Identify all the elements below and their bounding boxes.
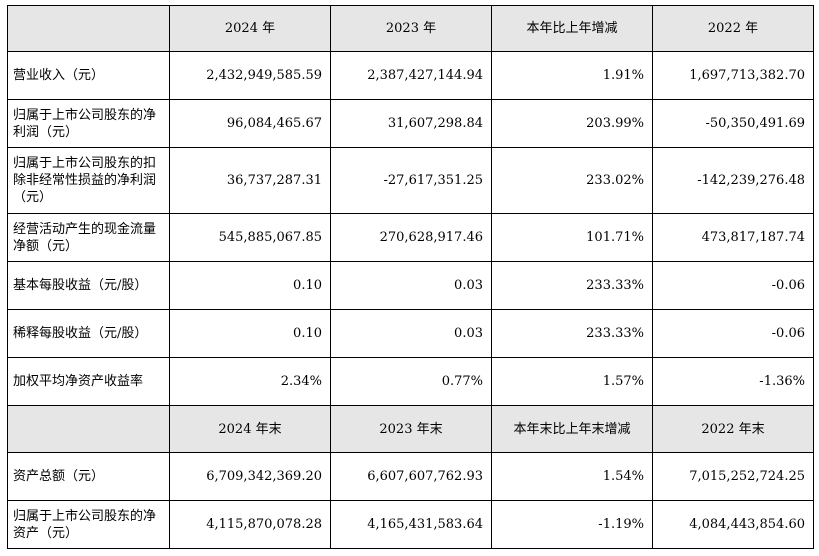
value-cell: 473,817,187.74	[652, 213, 814, 262]
value-cell: -1.36%	[652, 357, 814, 406]
header-row-years: 2024 年 2023 年 本年比上年增减 2022 年	[7, 5, 814, 52]
table-row: 归属于上市公司股东的扣除非经常性损益的净利润（元） 36,737,287.31 …	[7, 147, 814, 214]
value-cell: 545,885,067.85	[169, 213, 331, 262]
row-label: 归属于上市公司股东的扣除非经常性损益的净利润（元）	[7, 147, 170, 214]
value-cell: -1.19%	[491, 500, 653, 549]
value-cell: 0.10	[169, 309, 331, 358]
row-label: 资产总额（元）	[7, 452, 170, 501]
row-label: 基本每股收益（元/股）	[7, 261, 170, 310]
header-corner-cell	[7, 5, 170, 52]
value-cell: -50,350,491.69	[652, 99, 814, 148]
value-cell: 101.71%	[491, 213, 653, 262]
value-cell: 2,387,427,144.94	[330, 51, 492, 100]
value-cell: 1,697,713,382.70	[652, 51, 814, 100]
header-corner-cell	[7, 405, 170, 453]
header-cell: 本年比上年增减	[491, 5, 653, 52]
row-label: 营业收入（元）	[7, 51, 170, 100]
value-cell: 203.99%	[491, 99, 653, 148]
value-cell: 0.77%	[330, 357, 492, 406]
value-cell: 0.03	[330, 261, 492, 310]
value-cell: 36,737,287.31	[169, 147, 331, 214]
header-cell: 本年末比上年末增减	[491, 405, 653, 453]
row-label: 归属于上市公司股东的净资产（元）	[7, 500, 170, 549]
table-row: 稀释每股收益（元/股） 0.10 0.03 233.33% -0.06	[7, 309, 814, 358]
table-row: 归属于上市公司股东的净利润（元） 96,084,465.67 31,607,29…	[7, 99, 814, 148]
value-cell: 233.33%	[491, 261, 653, 310]
value-cell: 2,432,949,585.59	[169, 51, 331, 100]
table-row: 资产总额（元） 6,709,342,369.20 6,607,607,762.9…	[7, 452, 814, 501]
value-cell: -142,239,276.48	[652, 147, 814, 214]
table-row: 加权平均净资产收益率 2.34% 0.77% 1.57% -1.36%	[7, 357, 814, 406]
table-row: 归属于上市公司股东的净资产（元） 4,115,870,078.28 4,165,…	[7, 500, 814, 549]
value-cell: 7,015,252,724.25	[652, 452, 814, 501]
header-row-year-end: 2024 年末 2023 年末 本年末比上年末增减 2022 年末	[7, 405, 814, 453]
header-cell: 2022 年末	[652, 405, 814, 453]
value-cell: 96,084,465.67	[169, 99, 331, 148]
table-row: 基本每股收益（元/股） 0.10 0.03 233.33% -0.06	[7, 261, 814, 310]
value-cell: 4,115,870,078.28	[169, 500, 331, 549]
table-row: 营业收入（元） 2,432,949,585.59 2,387,427,144.9…	[7, 51, 814, 100]
table-row: 经营活动产生的现金流量净额（元） 545,885,067.85 270,628,…	[7, 213, 814, 262]
value-cell: 6,607,607,762.93	[330, 452, 492, 501]
value-cell: 0.10	[169, 261, 331, 310]
value-cell: 6,709,342,369.20	[169, 452, 331, 501]
row-label: 经营活动产生的现金流量净额（元）	[7, 213, 170, 262]
financial-summary-table: 2024 年 2023 年 本年比上年增减 2022 年 营业收入（元） 2,4…	[7, 5, 814, 549]
header-cell: 2023 年末	[330, 405, 492, 453]
value-cell: 0.03	[330, 309, 492, 358]
value-cell: 1.91%	[491, 51, 653, 100]
value-cell: 1.57%	[491, 357, 653, 406]
value-cell: 4,084,443,854.60	[652, 500, 814, 549]
value-cell: 233.33%	[491, 309, 653, 358]
header-cell: 2024 年	[169, 5, 331, 52]
value-cell: 270,628,917.46	[330, 213, 492, 262]
value-cell: -0.06	[652, 309, 814, 358]
header-cell: 2023 年	[330, 5, 492, 52]
value-cell: -0.06	[652, 261, 814, 310]
value-cell: 31,607,298.84	[330, 99, 492, 148]
header-cell: 2024 年末	[169, 405, 331, 453]
row-label: 归属于上市公司股东的净利润（元）	[7, 99, 170, 148]
header-cell: 2022 年	[652, 5, 814, 52]
row-label: 稀释每股收益（元/股）	[7, 309, 170, 358]
value-cell: 2.34%	[169, 357, 331, 406]
value-cell: -27,617,351.25	[330, 147, 492, 214]
value-cell: 4,165,431,583.64	[330, 500, 492, 549]
row-label: 加权平均净资产收益率	[7, 357, 170, 406]
value-cell: 1.54%	[491, 452, 653, 501]
value-cell: 233.02%	[491, 147, 653, 214]
